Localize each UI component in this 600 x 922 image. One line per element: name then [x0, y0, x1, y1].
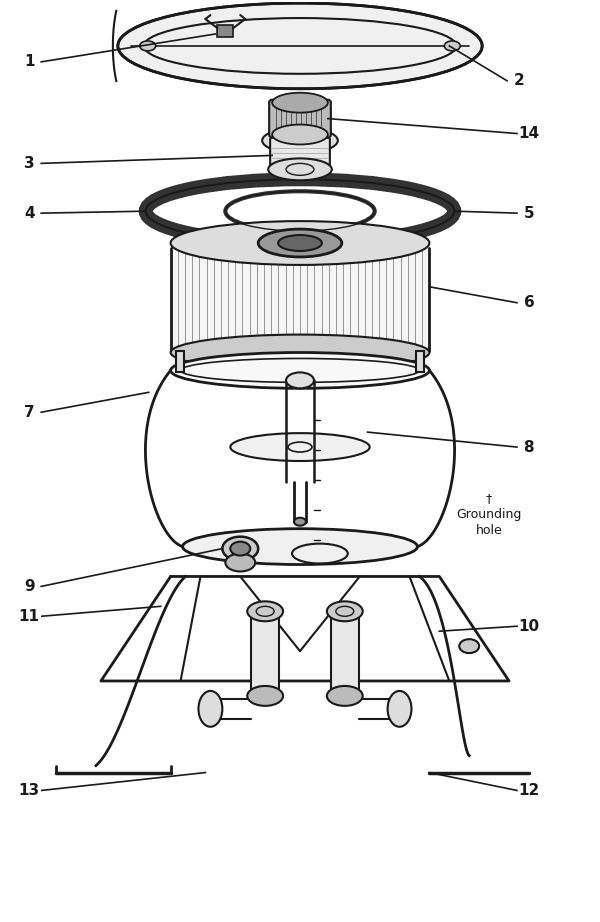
Ellipse shape: [278, 235, 322, 251]
Ellipse shape: [272, 93, 328, 112]
Text: 13: 13: [19, 783, 40, 798]
Text: 5: 5: [524, 206, 534, 220]
Text: 9: 9: [24, 579, 35, 594]
Ellipse shape: [294, 518, 306, 526]
Ellipse shape: [286, 372, 314, 388]
Ellipse shape: [327, 686, 363, 706]
Ellipse shape: [247, 686, 283, 706]
Text: 1: 1: [24, 54, 35, 69]
Text: 14: 14: [518, 126, 539, 141]
Ellipse shape: [272, 124, 328, 145]
Ellipse shape: [445, 41, 460, 51]
Text: 4: 4: [24, 206, 35, 220]
Bar: [176, 350, 184, 372]
Text: 11: 11: [19, 609, 40, 624]
Ellipse shape: [170, 221, 430, 265]
Text: 10: 10: [518, 619, 539, 633]
Text: 2: 2: [514, 73, 524, 89]
Bar: [251, 611, 279, 696]
Ellipse shape: [170, 335, 430, 371]
Ellipse shape: [170, 352, 430, 388]
Ellipse shape: [140, 41, 155, 51]
Ellipse shape: [459, 639, 479, 653]
FancyBboxPatch shape: [269, 100, 331, 137]
Text: 7: 7: [24, 405, 35, 420]
Ellipse shape: [258, 229, 342, 257]
Text: 3: 3: [24, 156, 35, 171]
FancyBboxPatch shape: [270, 137, 330, 171]
Ellipse shape: [262, 127, 338, 153]
Ellipse shape: [230, 433, 370, 461]
Text: 12: 12: [518, 783, 539, 798]
Bar: [416, 350, 424, 372]
Ellipse shape: [199, 691, 223, 727]
Text: †
Grounding
hole: † Grounding hole: [457, 491, 522, 537]
Ellipse shape: [223, 537, 258, 561]
Ellipse shape: [247, 601, 283, 621]
Ellipse shape: [268, 159, 332, 181]
Ellipse shape: [182, 528, 418, 564]
Bar: [217, 25, 233, 37]
Bar: [170, 248, 430, 350]
Ellipse shape: [327, 601, 363, 621]
Ellipse shape: [226, 553, 255, 572]
Ellipse shape: [388, 691, 412, 727]
Ellipse shape: [230, 541, 250, 556]
Ellipse shape: [118, 3, 482, 89]
Text: 6: 6: [524, 295, 535, 310]
Text: 8: 8: [524, 440, 534, 455]
Bar: [331, 611, 359, 696]
